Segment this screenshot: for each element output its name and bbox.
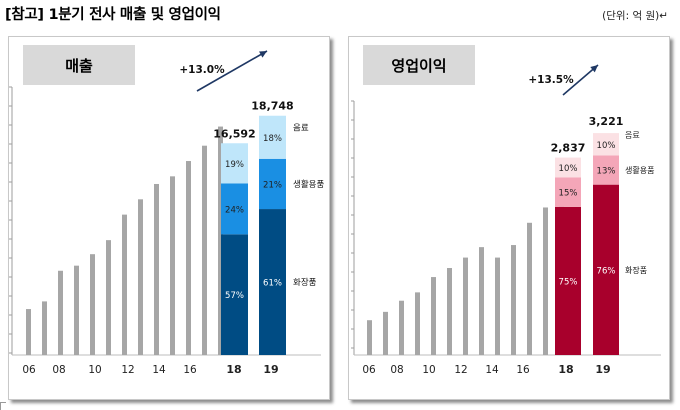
profit-bar-18-segment-2 xyxy=(555,157,581,178)
profit-bar-19-segment-1 xyxy=(593,155,619,185)
unit-note: (단위: 억 원)↵ xyxy=(602,10,668,22)
sales-x-tick-label-18: 18 xyxy=(226,363,241,376)
profit-history-bar-08 xyxy=(415,292,420,355)
profit-history-bar-06 xyxy=(383,311,388,355)
sales-history-bar-05 xyxy=(26,309,31,355)
profit-bar-18-segment-label-0: 75% xyxy=(559,277,578,287)
sales-bar-19-segment-label-1: 21% xyxy=(263,180,282,190)
profit-bar-19-segment-2 xyxy=(593,133,619,156)
sales-x-tick-label-10: 10 xyxy=(88,364,101,376)
sales-history-bar-06 xyxy=(42,301,47,355)
sales-bar-18-segment-2 xyxy=(221,143,248,184)
sales-growth-arrow xyxy=(196,50,268,92)
profit-history-bar-15 xyxy=(527,222,532,355)
sales-x-tick-label-19: 19 xyxy=(263,363,278,376)
sales-growth-arrowhead xyxy=(259,51,267,58)
sales-growth-label: +13.0% xyxy=(179,64,225,76)
profit-growth-label: +13.5% xyxy=(528,74,574,86)
profit-bar-19-segment-label-1: 13% xyxy=(597,167,616,177)
sales-history-bar-16 xyxy=(202,145,207,355)
profit-x-tick-label-18: 18 xyxy=(558,363,573,376)
sales-bar-18-segment-1 xyxy=(221,183,248,235)
sales-total-label-18: 16,592 xyxy=(213,127,255,140)
profit-growth-arrow xyxy=(562,64,599,96)
sales-history-bar-15 xyxy=(186,161,191,355)
profit-x-tick-label-14: 14 xyxy=(485,364,499,376)
profit-x-tick-label-08: 08 xyxy=(390,364,403,376)
profit-history-bar-07 xyxy=(399,300,404,355)
sales-x-tick-label-08: 08 xyxy=(52,364,65,376)
sales-segment-name-2: 음료 xyxy=(293,123,309,133)
profit-growth-arrowhead xyxy=(590,65,598,73)
sales-x-tick-label-12: 12 xyxy=(121,364,134,376)
sales-bar-18-segment-label-2: 19% xyxy=(225,160,244,170)
profit-bar-19-segment-label-2: 10% xyxy=(597,141,616,151)
sales-history-bar-10 xyxy=(106,240,111,355)
sales-total-label-19: 18,748 xyxy=(251,100,293,113)
sales-bar-19-segment-label-2: 18% xyxy=(263,134,282,144)
profit-history-bar-14 xyxy=(511,245,516,355)
sales-history-bar-14 xyxy=(170,176,175,355)
profit-history-bar-09 xyxy=(431,277,436,355)
sales-panel-title: 매출 xyxy=(23,45,135,85)
profit-segment-name-1: 생활용품 xyxy=(625,165,654,175)
profit-history-bar-12 xyxy=(479,247,484,355)
sales-history-bar-12 xyxy=(138,199,143,355)
sales-bar-19-segment-label-0: 61% xyxy=(263,279,282,289)
profit-x-tick-label-16: 16 xyxy=(516,364,530,376)
profit-x-tick-label-06: 06 xyxy=(362,364,376,376)
sales-bar-18-segment-label-0: 57% xyxy=(225,291,244,301)
profit-segment-name-2: 음료 xyxy=(625,130,640,139)
profit-history-bar-13 xyxy=(495,257,500,355)
sales-chart-panel: 매출 57% 24% 19% 16,592 61% 21% 18% 18,748 화장품 생활용품… xyxy=(8,36,330,400)
profit-segment-name-0: 화장품 xyxy=(625,265,647,275)
profit-total-label-19: 3,221 xyxy=(589,115,624,128)
sales-bar-18-segment-label-1: 24% xyxy=(225,205,244,215)
sales-segment-name-0: 화장품 xyxy=(293,277,317,288)
page-title: [참고] 1분기 전사 매출 및 영업이익 xyxy=(5,7,221,23)
profit-bar-19-segment-0 xyxy=(593,184,619,355)
profit-x-tick-label-10: 10 xyxy=(422,364,435,376)
sales-x-tick-label-16: 16 xyxy=(183,364,197,376)
sales-history-bar-07 xyxy=(58,270,63,355)
profit-bar-19-segment-label-0: 76% xyxy=(597,266,616,276)
profit-chart-svg: 75% 15% 10% 2,837 76% 13% 10% 3,221 화장품 생활용품 음료 +13… xyxy=(351,64,661,376)
profit-history-bar-05 xyxy=(367,320,372,355)
profit-bar-18-segment-label-2: 10% xyxy=(559,164,578,174)
sales-segment-name-1: 생활용품 xyxy=(293,179,324,190)
sales-x-tick-label-14: 14 xyxy=(152,364,166,376)
sales-bar-18-segment-0 xyxy=(221,234,248,355)
sales-bar-19-segment-0 xyxy=(259,209,286,355)
sales-bar-19-segment-2 xyxy=(259,115,286,159)
sales-history-bar-11 xyxy=(122,214,127,355)
sales-chart-svg: 57% 24% 19% 16,592 61% 21% 18% 18,748 화장품 생활용품 음료 +… xyxy=(9,50,324,376)
sales-history-bar-09 xyxy=(90,254,95,355)
profit-history-bar-10 xyxy=(447,268,452,355)
profit-panel-title: 영업이익 xyxy=(363,45,475,85)
profit-x-tick-label-12: 12 xyxy=(454,364,467,376)
corner-mark xyxy=(0,402,6,410)
profit-history-bar-16 xyxy=(543,207,548,355)
profit-total-label-18: 2,837 xyxy=(551,142,586,155)
profit-bar-18-segment-0 xyxy=(555,206,581,355)
sales-history-bar-08 xyxy=(74,265,79,355)
sales-history-bar-17 xyxy=(218,126,223,355)
profit-bar-18-segment-1 xyxy=(555,177,581,207)
sales-x-tick-label-06: 06 xyxy=(22,364,36,376)
profit-bar-18-segment-label-1: 15% xyxy=(559,189,578,199)
profit-chart-panel: 영업이익 75% 15% 10% 2,837 76% 13% 10% 3,221 화장품 생활용품… xyxy=(348,36,670,400)
profit-x-tick-label-19: 19 xyxy=(595,363,610,376)
sales-history-bar-13 xyxy=(154,183,159,355)
profit-history-bar-11 xyxy=(463,257,468,355)
sales-bar-19-segment-1 xyxy=(259,158,286,210)
